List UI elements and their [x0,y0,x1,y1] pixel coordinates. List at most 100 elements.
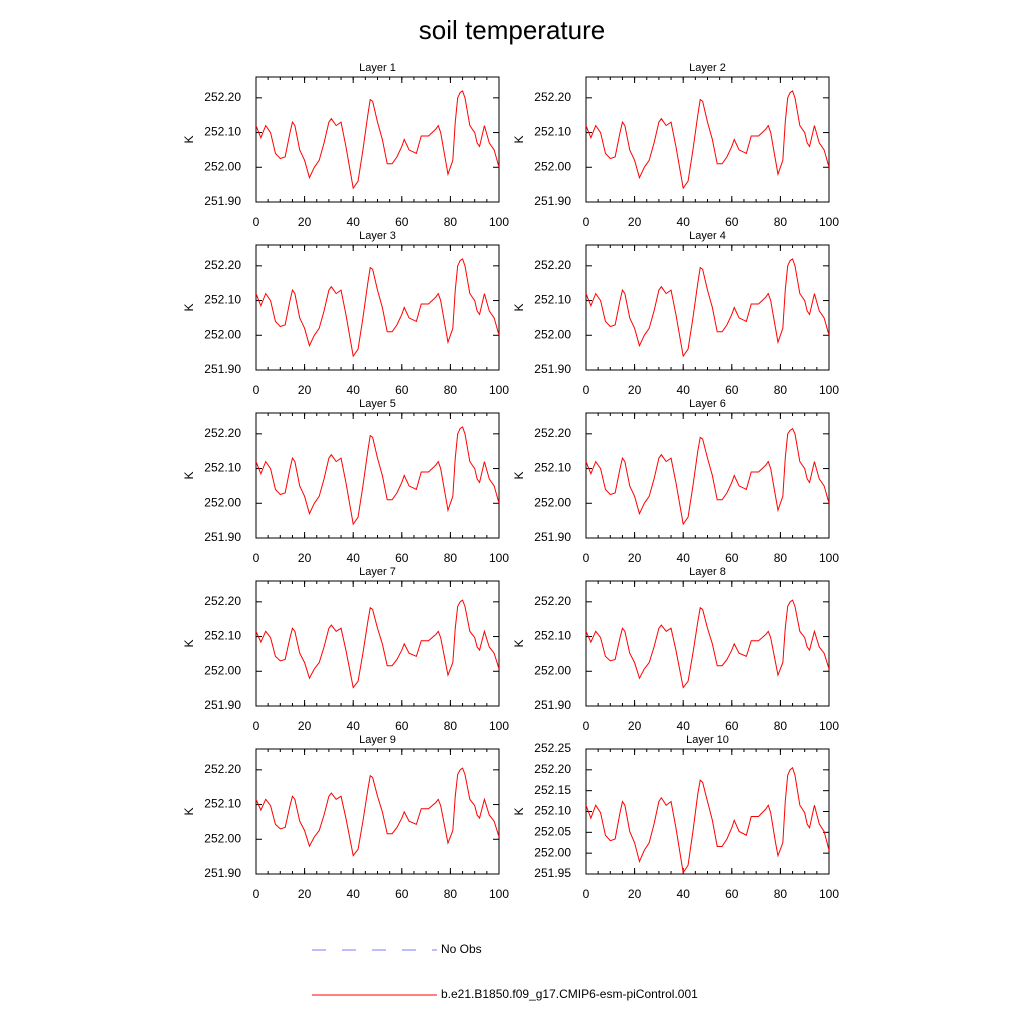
x-tick-label: 80 [444,383,458,397]
x-tick-label: 20 [298,383,312,397]
x-tick-label: 20 [628,887,642,901]
x-tick-label: 80 [774,551,788,565]
panel: Layer 6 K 251.90 252.00 252.10 252.20 0 20 40 60 8… [512,398,839,565]
panel-title: Layer 7 [359,566,396,578]
x-tick-label: 100 [819,383,839,397]
x-tick-label: 100 [819,215,839,229]
y-tick-label: 252.05 [534,825,571,839]
y-tick-label: 252.10 [204,125,241,139]
y-tick-label: 252.00 [204,495,241,509]
panel: Layer 3 K 251.90 252.00 252.10 252.20 0 20 40 60 8… [182,230,509,397]
panel-title: Layer 5 [359,398,396,410]
y-tick-label: 251.90 [204,530,241,544]
panel-title: Layer 10 [686,734,729,746]
x-tick-label: 0 [253,551,260,565]
x-tick-label: 40 [677,215,691,229]
y-axis-label: K [182,471,196,479]
x-tick-label: 60 [725,383,739,397]
y-tick-label: 252.00 [534,495,571,509]
plot-frame [585,244,830,371]
x-tick-label: 100 [489,215,509,229]
y-tick-label: 252.20 [534,762,571,776]
panel: Layer 7 K 251.90 252.00 252.10 252.20 0 20 40 60 8… [182,566,509,733]
x-tick-label: 40 [677,551,691,565]
y-axis-label: K [182,303,196,311]
y-tick-label: 252.20 [204,762,241,776]
data-line [256,426,499,526]
y-axis-label: K [512,303,526,311]
x-tick-label: 40 [677,887,691,901]
y-tick-label: 252.10 [534,804,571,818]
y-tick-label: 252.10 [204,461,241,475]
y-tick-label: 252.00 [534,159,571,173]
x-tick-label: 40 [347,383,361,397]
y-axis-label: K [182,639,196,647]
y-axis-label: K [182,807,196,815]
data-line [586,258,829,358]
x-tick-label: 80 [774,887,788,901]
y-tick-label: 252.10 [204,629,241,643]
y-tick-label: 252.00 [534,845,571,859]
y-tick-label: 252.20 [534,426,571,440]
x-tick-label: 80 [444,887,458,901]
x-tick-label: 40 [677,719,691,733]
panel: Layer 10 K 251.95 252.00 252.05 252.10 252.15 2… [512,734,839,901]
x-tick-label: 80 [774,383,788,397]
x-tick-label: 40 [677,383,691,397]
panel: Layer 1 K 251.90 252.00 252.10 252.20 0 20 40 60 8… [182,62,509,229]
panel: Layer 8 K 251.90 252.00 252.10 252.20 0 20 40 60 8… [512,566,839,733]
data-line [586,90,829,190]
y-axis-label: K [512,807,526,815]
x-tick-label: 100 [819,719,839,733]
panel-title: Layer 9 [359,734,396,746]
y-tick-label: 252.15 [534,783,571,797]
y-axis-label: K [512,135,526,143]
x-tick-label: 0 [583,887,590,901]
y-tick-label: 252.20 [204,594,241,608]
x-tick-label: 100 [489,383,509,397]
x-tick-label: 20 [298,719,312,733]
x-tick-label: 20 [298,887,312,901]
y-axis-label: K [512,639,526,647]
y-tick-label: 251.90 [534,698,571,712]
x-tick-label: 20 [628,551,642,565]
x-tick-label: 60 [725,551,739,565]
x-tick-label: 60 [395,383,409,397]
x-tick-label: 0 [253,383,260,397]
x-tick-label: 80 [444,551,458,565]
x-tick-label: 60 [725,215,739,229]
x-tick-label: 0 [583,719,590,733]
figure-title: soil temperature [419,15,605,45]
x-tick-label: 60 [395,551,409,565]
panel-title: Layer 4 [689,230,726,242]
y-tick-label: 252.25 [534,741,571,755]
panel: Layer 5 K 251.90 252.00 252.10 252.20 0 20 40 60 8… [182,398,509,565]
y-tick-label: 252.20 [534,90,571,104]
y-tick-label: 252.00 [534,663,571,677]
x-tick-label: 100 [819,551,839,565]
plot-frame [585,412,830,539]
x-tick-label: 60 [725,887,739,901]
y-tick-label: 251.90 [204,362,241,376]
plot-frame [255,76,500,203]
x-tick-label: 60 [395,887,409,901]
y-tick-label: 252.10 [204,797,241,811]
panel-title: Layer 3 [359,230,396,242]
x-tick-label: 80 [774,215,788,229]
y-tick-label: 252.20 [204,258,241,272]
y-tick-label: 251.90 [534,362,571,376]
plot-frame [255,412,500,539]
panel-title: Layer 6 [689,398,726,410]
data-line [256,258,499,358]
y-tick-label: 252.00 [204,327,241,341]
plot-frame [585,76,830,203]
x-tick-label: 0 [583,383,590,397]
x-tick-label: 40 [347,551,361,565]
x-tick-label: 0 [583,551,590,565]
y-tick-label: 252.10 [534,293,571,307]
panel: Layer 9 K 251.90 252.00 252.10 252.20 0 20 40 60 8… [182,734,509,901]
x-tick-label: 60 [395,719,409,733]
y-tick-label: 252.00 [534,327,571,341]
y-tick-label: 251.95 [534,866,571,880]
y-tick-label: 252.10 [534,125,571,139]
